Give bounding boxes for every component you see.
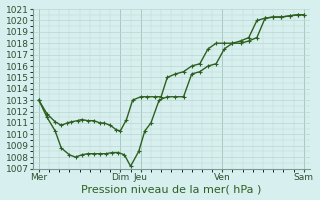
X-axis label: Pression niveau de la mer( hPa ): Pression niveau de la mer( hPa ) — [81, 184, 261, 194]
